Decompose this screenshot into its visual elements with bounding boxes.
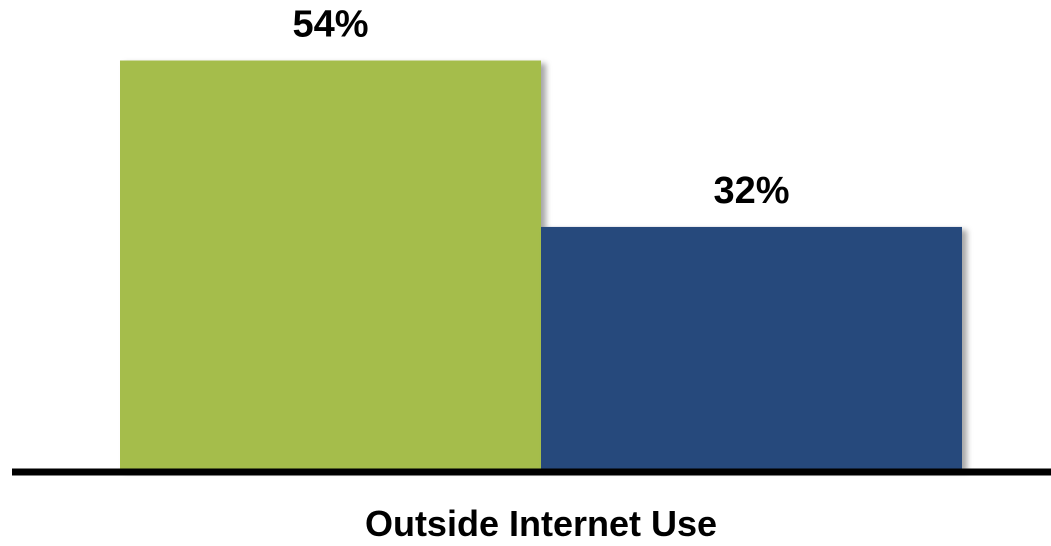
bars-layer (120, 60, 962, 470)
category-label: Outside Internet Use (365, 503, 717, 544)
bar-series-1 (541, 226, 962, 469)
bar-series-0 (120, 60, 541, 470)
data-label-series-1: 32% (713, 170, 789, 212)
data-label-series-0: 54% (292, 4, 368, 46)
labels-layer: 54% 32% (292, 4, 789, 212)
